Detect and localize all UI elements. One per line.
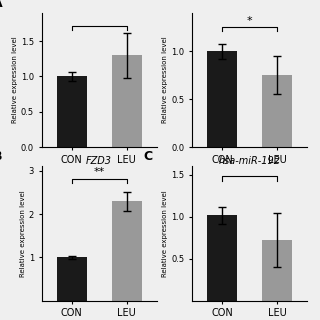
Text: B: B xyxy=(0,150,3,163)
Y-axis label: Relative expression level: Relative expression level xyxy=(12,36,18,124)
Y-axis label: Relative expression level: Relative expression level xyxy=(20,190,26,277)
Bar xyxy=(262,75,292,147)
Y-axis label: Relative expression level: Relative expression level xyxy=(163,190,168,277)
Text: **: ** xyxy=(93,167,105,177)
Y-axis label: Relative expression level: Relative expression level xyxy=(163,36,168,124)
Title: FZD3: FZD3 xyxy=(86,156,112,166)
Text: A: A xyxy=(0,0,3,10)
Bar xyxy=(112,201,142,301)
Text: C: C xyxy=(144,150,153,163)
Text: *: * xyxy=(247,16,252,26)
Bar xyxy=(112,55,142,147)
Title: hsa-miR-192: hsa-miR-192 xyxy=(219,156,281,166)
Bar xyxy=(57,76,87,147)
Bar xyxy=(262,240,292,301)
Bar xyxy=(207,215,237,301)
Bar xyxy=(57,258,87,301)
Bar xyxy=(207,51,237,147)
